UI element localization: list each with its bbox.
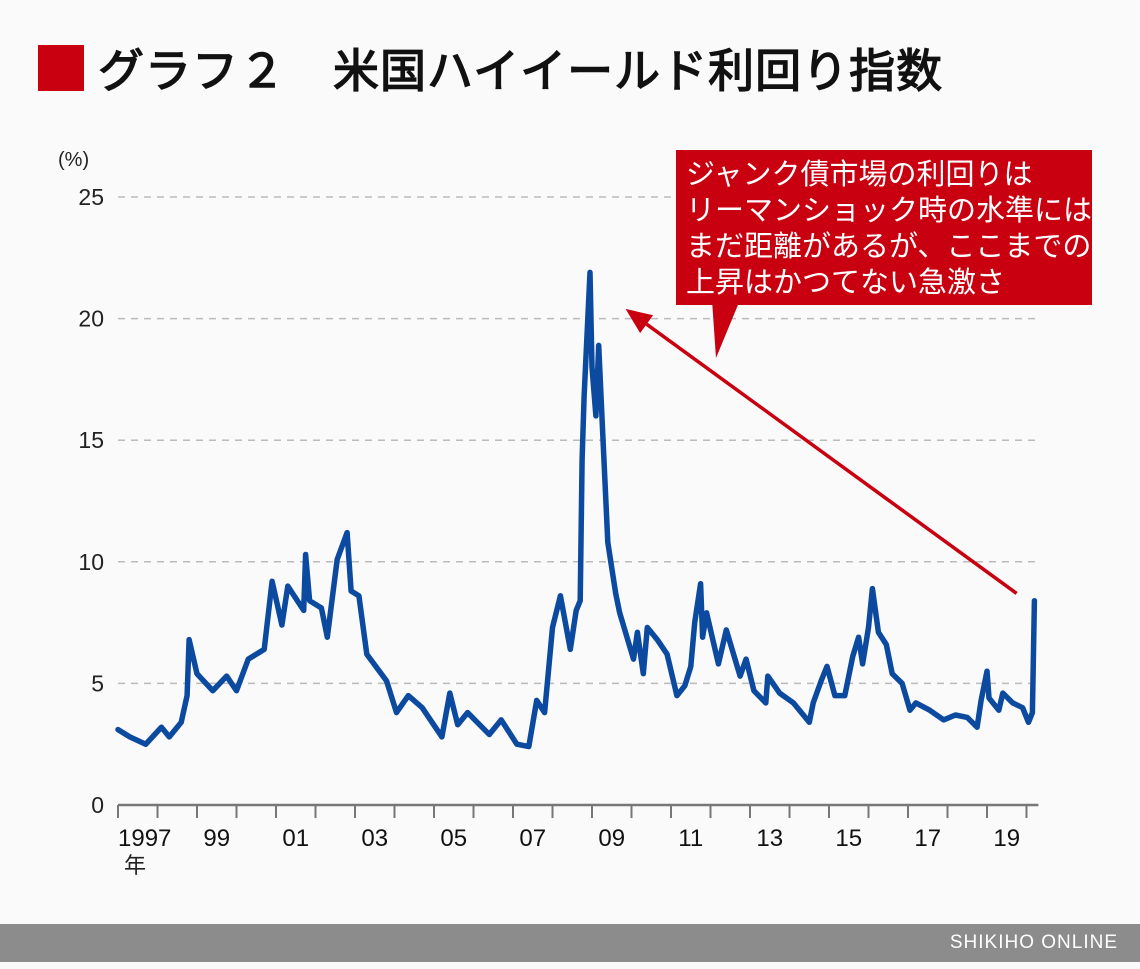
x-tick-label: 15 [835, 825, 862, 852]
series-line [115, 269, 1038, 750]
x-tick-label: 03 [361, 825, 388, 852]
x-tick-label: 19 [993, 825, 1020, 852]
x-tick-label: 99 [203, 825, 230, 852]
y-tick-label: 10 [78, 549, 104, 575]
x-tick-label: 1997 [118, 825, 171, 852]
y-tick-label: 15 [78, 427, 104, 453]
callout-line: 上昇はかつてない急激さ [686, 265, 1006, 299]
annotation-callout: ジャンク債市場の利回りは リーマンショック時の水準には まだ距離があるが、ここま… [676, 150, 1092, 305]
y-tick-label: 20 [78, 306, 104, 332]
title-marker [38, 45, 84, 91]
x-tick-label: 11 [678, 825, 703, 852]
x-tick-label: 05 [440, 825, 467, 852]
y-tick-label: 5 [91, 670, 104, 696]
y-tick-label: 0 [91, 792, 104, 818]
annotation-arrow-head [625, 308, 654, 334]
x-tick-label: 07 [519, 825, 546, 852]
title-text: グラフ２ 米国ハイイールド利回り指数 [98, 44, 944, 98]
chart-title: グラフ２ 米国ハイイールド利回り指数 [38, 38, 943, 98]
callout-line: ジャンク債市場の利回りは [686, 157, 1033, 191]
footer-bar: SHIKIHO ONLINE [0, 924, 1140, 962]
y-axis-label: (%) [58, 149, 89, 171]
y-tick-label: 25 [78, 184, 104, 210]
x-tick-label: 17 [914, 825, 941, 852]
x-tick-label: 09 [598, 825, 625, 852]
callout-line: リーマンショック時の水準には [686, 193, 1093, 227]
callout-pointer [712, 300, 740, 358]
x-axis-unit: 年 [124, 854, 146, 879]
x-tick-label: 01 [282, 825, 309, 852]
x-tick-label: 13 [756, 825, 783, 852]
footer-brand: SHIKIHO ONLINE [949, 932, 1118, 953]
callout-line: まだ距離があるが、ここまでの [686, 229, 1092, 263]
annotation-arrow-shaft [645, 322, 1018, 595]
